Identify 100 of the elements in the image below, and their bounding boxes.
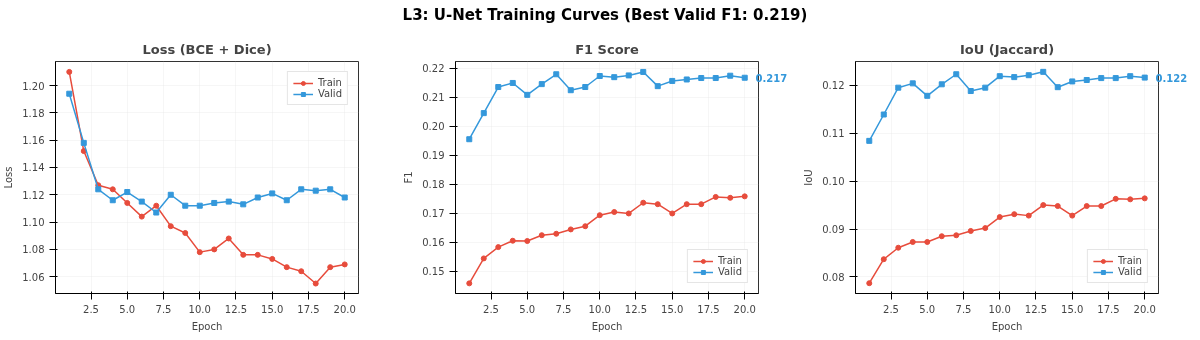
point [1141,74,1148,81]
y-tick-label: 1.16 [22,135,45,147]
point [582,223,589,230]
point [1025,72,1032,79]
point [924,238,931,245]
legend-label: Train [317,77,342,88]
point [982,225,989,232]
y-axis-title: F1 [403,171,415,184]
y-tick-label: 0.18 [422,179,445,191]
point [741,193,748,200]
point [880,111,887,118]
y-tick-label: 1.10 [22,217,45,229]
legend-label: Train [717,255,742,266]
point [509,237,516,244]
x-axis-title: Epoch [591,320,623,332]
x-tick-label: 5.0 [519,303,536,315]
point [153,209,160,216]
y-tick-label: 0.08 [822,271,845,283]
x-tick-label: 20.0 [1133,303,1156,315]
x-tick-label: 2.5 [83,303,99,315]
point [982,84,989,91]
y-tick-label: 0.22 [422,63,445,75]
point [66,68,73,75]
x-tick-label: 12.5 [1024,303,1048,315]
point [611,74,618,81]
point [895,244,902,251]
point [669,210,676,217]
point [1098,75,1105,82]
point [466,136,473,143]
y-tick-label: 1.18 [22,107,45,119]
x-tick-label: 17.5 [1097,303,1120,315]
point [625,210,632,217]
point [640,68,647,75]
point [480,255,487,262]
point [124,189,131,196]
point [712,193,719,200]
point [225,235,232,242]
point [953,71,960,78]
point [509,79,516,86]
point [741,74,748,81]
point [283,197,290,204]
chart-title: Loss (BCE + Dice) [142,41,272,57]
point [524,238,531,245]
point [182,230,189,236]
point [582,84,589,91]
point [153,202,160,209]
point [1011,74,1018,81]
point [1083,203,1090,210]
point [495,244,502,251]
x-tick-label: 10.0 [188,303,211,315]
y-axis-title: Loss [3,166,15,189]
point [1127,73,1134,80]
point [1040,68,1047,75]
point [225,198,232,205]
x-tick-label: 2.5 [883,303,899,315]
point [1098,203,1105,210]
point [1011,211,1018,218]
y-tick-label: 1.20 [22,80,45,92]
point [654,201,661,208]
point [327,264,334,271]
point [553,71,560,78]
point [553,230,560,237]
point [698,75,705,82]
point [341,261,348,268]
point [1112,195,1119,202]
chart-title: F1 Score [575,41,640,57]
point [109,186,116,193]
point [124,199,131,206]
point [1083,77,1090,83]
point [524,91,531,98]
point [866,137,873,144]
y-tick-label: 1.06 [22,271,45,283]
point [480,110,487,117]
point [269,255,276,262]
point [312,187,319,194]
point [996,73,1003,80]
y-tick-label: 0.11 [822,128,845,140]
point [596,73,603,79]
point [254,194,261,201]
point [1127,196,1134,203]
point [996,214,1003,221]
point [967,88,974,95]
point [80,148,87,155]
point [196,249,203,256]
y-axis-title: IoU [803,169,815,186]
point [109,197,116,204]
point [240,201,247,208]
x-tick-label: 7.5 [155,303,172,315]
point [138,198,145,205]
point [138,213,145,220]
point [182,202,189,209]
legend-label: Valid [717,266,742,277]
y-tick-label: 0.12 [822,80,845,92]
y-tick-label: 0.17 [422,208,445,220]
point [538,232,545,239]
x-tick-label: 20.0 [733,303,756,315]
point [611,209,618,216]
point [466,280,473,287]
point [938,81,945,88]
x-tick-label: 2.5 [483,303,499,315]
